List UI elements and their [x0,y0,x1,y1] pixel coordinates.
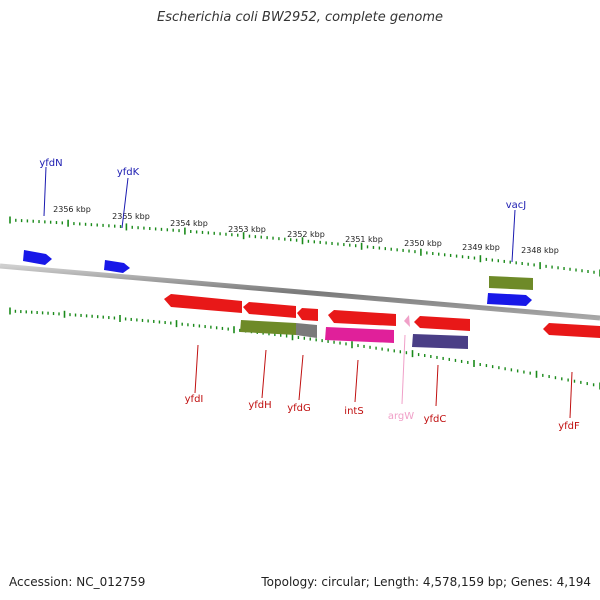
gene-label: yfdN [39,158,62,169]
label-leader [298,354,304,401]
kbp-label: 2355 kbp [112,212,150,221]
topology-text: Topology: circular; Length: 4,578,159 bp… [261,575,591,589]
gene-label: yfdH [248,400,271,411]
kbp-label: 2348 kbp [521,246,559,255]
gene-arrow [487,293,532,306]
cds-block [489,276,533,290]
gene-yfdC[interactable]: yfdC [412,316,470,425]
label-leader [43,166,47,217]
kbp-label: 2354 kbp [170,219,208,228]
gene-yfdG[interactable]: yfdG [287,308,318,414]
label-leader [194,344,199,394]
gene-label: yfdI [185,394,204,405]
gene-arrow [164,294,242,313]
gene-label: yfdF [558,421,580,432]
gene-intS[interactable]: intS [325,310,396,417]
gene-label: argW [388,411,414,422]
gene-label: yfdC [424,414,447,425]
label-leader [401,334,406,405]
gene-arrow [297,308,318,321]
label-leader [569,371,573,419]
gene-label: yfdK [117,167,140,178]
gene-arrow [243,302,296,318]
accession-text: Accession: NC_012759 [9,575,146,589]
gene-arrow [23,250,52,265]
gene-arrow [328,310,396,326]
gene-yfdF[interactable]: yfdF [543,323,600,432]
gene-label: yfdG [287,403,311,414]
cds-block [240,320,296,335]
kbp-label: 2350 kbp [404,239,442,248]
kbp-label: 2356 kbp [53,205,91,214]
label-leader [121,177,129,229]
label-leader [354,359,359,403]
cds-block [296,323,317,338]
label-leader [511,209,516,263]
label-leader [261,349,267,399]
kbp-label: 2349 kbp [462,243,500,252]
gene-arrow [414,316,470,331]
gene-yfdI[interactable]: yfdI [164,294,242,405]
gene-label: intS [344,406,363,417]
gene-yfdN[interactable]: yfdN [23,158,63,265]
kbp-label: 2353 kbp [228,225,266,234]
label-leader [435,364,439,407]
gene-label: vacJ [506,200,527,211]
reverse-ruler [9,307,600,390]
gene-argW[interactable]: argW [388,315,414,422]
forward-ruler: 2356 kbp 2355 kbp 2354 kbp 2353 kbp 2352 kbp… [9,205,600,277]
gene-arrow [104,260,130,273]
cds-block [412,334,468,349]
gene-yfdK[interactable]: yfdK [104,167,140,273]
gene-vacJ[interactable]: vacJ [487,200,533,306]
trna-arrow [404,315,410,327]
gene-arrow [543,323,600,338]
cds-block [325,327,394,343]
gene-yfdH[interactable]: yfdH [240,302,296,411]
kbp-label: 2352 kbp [287,230,325,239]
page-title: Escherichia coli BW2952, complete genome [157,10,443,25]
kbp-label: 2351 kbp [345,235,383,244]
genome-backbone [0,263,600,321]
